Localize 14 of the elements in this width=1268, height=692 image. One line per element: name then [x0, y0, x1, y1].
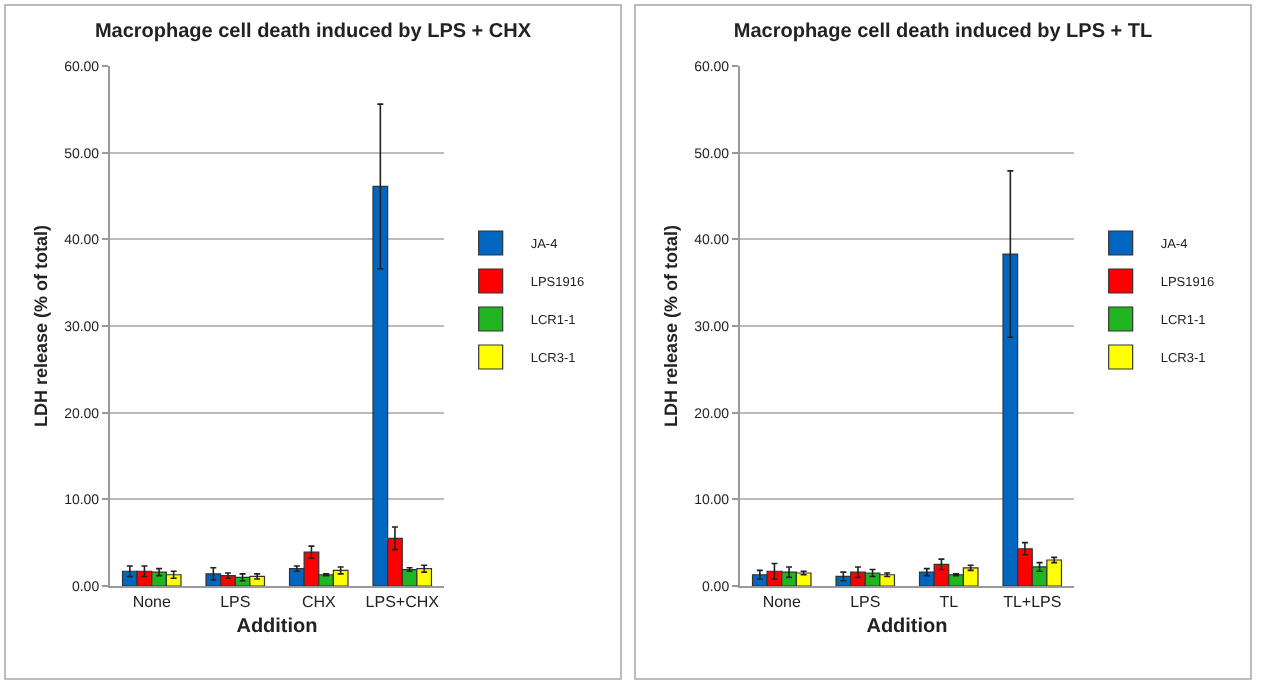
x-tick-label: LPS [850, 593, 881, 612]
x-tick-label: CHX [301, 593, 337, 612]
y-axis-title: LDH release (% of total) [660, 224, 681, 428]
x-tick-label: LPS+CHX [365, 593, 441, 612]
x-tick-label: None [762, 593, 802, 612]
x-axis-title: Addition [236, 616, 318, 639]
x-tick-label: TL+LPS [1003, 593, 1062, 612]
x-tick-label: LPS [220, 593, 251, 612]
x-tick-label: TL [939, 593, 960, 612]
chart-title: Macrophage cell death induced by LPS + TL [733, 20, 1153, 43]
chart-title: Macrophage cell death induced by LPS + CHX [94, 20, 532, 43]
x-tick-label: None [132, 593, 172, 612]
x-axis-title: Addition [866, 616, 948, 639]
y-axis-title: LDH release (% of total) [30, 224, 51, 428]
